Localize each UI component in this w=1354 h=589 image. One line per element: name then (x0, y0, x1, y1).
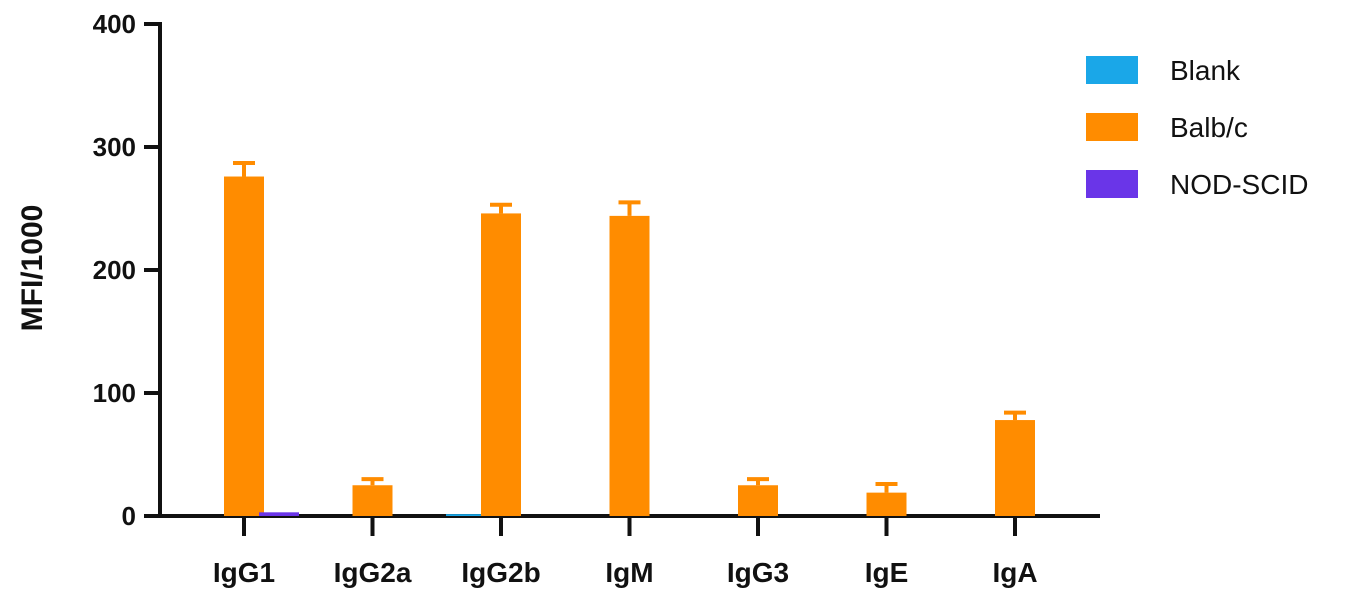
legend-label: Blank (1170, 55, 1241, 86)
bar-balb-c (866, 492, 907, 516)
y-tick-label: 100 (93, 378, 136, 408)
legend-swatch (1086, 170, 1138, 198)
y-tick-label: 300 (93, 132, 136, 162)
x-tick-label: IgE (865, 557, 909, 588)
bar-balb-c (609, 215, 650, 516)
bar-balb-c (352, 485, 393, 516)
bar-nod-scid (259, 512, 299, 516)
legend-swatch (1086, 56, 1138, 84)
x-tick-label: IgA (992, 557, 1037, 588)
plot-area: 0 100 200 300 400 IgG1 IgG2a IgG2b IgM IgG3 IgE IgA (93, 9, 1100, 588)
bar-blank (446, 514, 486, 516)
x-tick-label: IgG3 (727, 557, 789, 588)
bar-balb-c (481, 213, 521, 517)
bar-balb-c (224, 176, 264, 516)
x-tick-label: IgG2a (334, 557, 412, 588)
legend-label: Balb/c (1170, 112, 1248, 143)
legend-swatch (1086, 113, 1138, 141)
y-tick-label: 400 (93, 9, 136, 39)
legend-label: NOD-SCID (1170, 169, 1308, 200)
legend: Blank Balb/c NOD-SCID (1086, 55, 1308, 200)
x-tick-label: IgG2b (461, 557, 540, 588)
y-tick-label: 200 (93, 255, 136, 285)
bar-balb-c (995, 420, 1035, 516)
y-axis-label: MFI/1000 (16, 205, 49, 332)
x-tick-label: IgM (605, 557, 653, 588)
y-tick-label: 0 (122, 501, 136, 531)
bar-balb-c (738, 485, 778, 516)
x-tick-label: IgG1 (213, 557, 275, 588)
